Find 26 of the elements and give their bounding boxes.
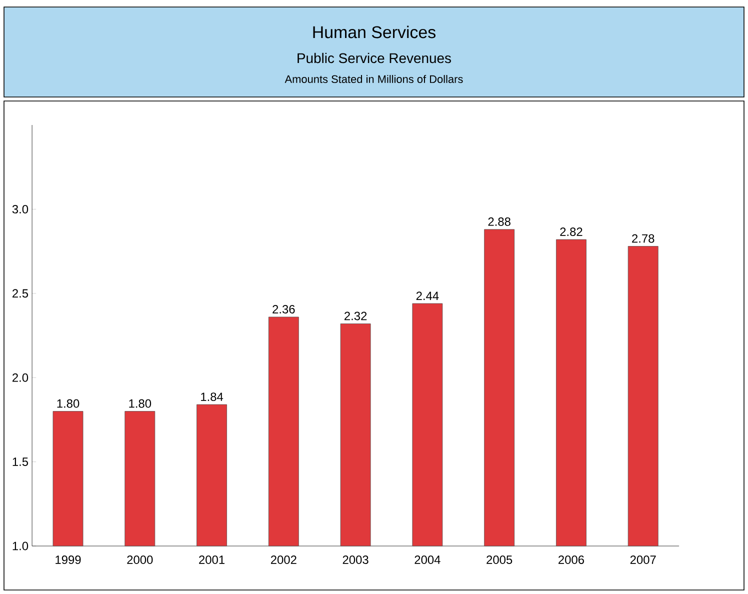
data-label: 2.44 [416, 292, 439, 300]
data-label: 2.78 [632, 234, 654, 243]
x-tick-label: 2007 [630, 556, 656, 564]
y-tick-label: 1.0 [12, 542, 28, 550]
data-label: 2.32 [344, 312, 367, 320]
data-label: 1.84 [201, 392, 224, 402]
x-tick-label: 2004 [414, 556, 440, 564]
x-tick-label: 2000 [127, 556, 153, 564]
x-tick-label: 2005 [486, 556, 512, 564]
data-label: 2.82 [560, 228, 582, 236]
text: Amounts Stated in Millions of Dollars [284, 74, 463, 84]
chart-title: Human Services [313, 26, 436, 38]
data-label: 2.36 [272, 305, 295, 314]
x-tick-label: 2002 [270, 556, 296, 564]
data-label: 2.88 [488, 217, 510, 226]
y-tick-label: 1.5 [12, 458, 28, 466]
y-tick-label: 2.0 [12, 373, 28, 382]
x-tick-label: 1999 [56, 556, 81, 564]
y-tick-label: 3.0 [12, 204, 28, 214]
x-tick-label: 2001 [199, 556, 224, 564]
data-label: 1.80 [57, 399, 80, 408]
data-label: 1.80 [129, 399, 152, 408]
x-tick-label: 2003 [342, 556, 368, 564]
y-tick-label: 2.5 [12, 289, 28, 298]
chart-subtitle: Public Service Revenues [298, 52, 451, 64]
x-tick-label: 2006 [558, 556, 584, 564]
